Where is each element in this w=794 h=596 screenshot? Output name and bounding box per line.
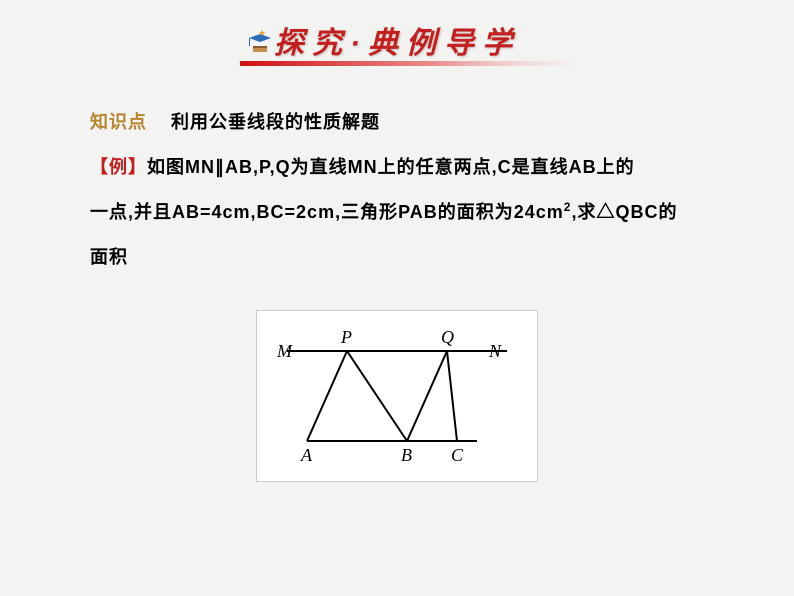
knowledge-text [153, 112, 171, 132]
knowledge-line: 知识点 利用公垂线段的性质解题 [90, 100, 704, 145]
line-bq [407, 351, 447, 441]
label-b: B [401, 445, 412, 465]
knowledge-label: 知识点 [90, 112, 147, 132]
line-pb [347, 351, 407, 441]
geometry-diagram: M P Q N A B C [256, 310, 538, 482]
example-line-3: 面积 [90, 235, 704, 280]
example-text-3: 面积 [90, 247, 128, 267]
label-a: A [300, 445, 313, 465]
example-line-2: 一点,并且AB=4cm,BC=2cm,三角形PAB的面积为24cm2,求△QBC… [90, 190, 704, 235]
header-underline [240, 58, 570, 66]
example-text-1: 如图MN∥AB,P,Q为直线MN上的任意两点,C是直线AB上的 [147, 157, 635, 177]
example-label: 【例】 [90, 157, 147, 177]
label-m: M [277, 341, 293, 361]
header: 探究·典例导学 [0, 0, 794, 70]
book-cap-icon [245, 24, 273, 52]
knowledge-topic: 利用公垂线段的性质解题 [171, 112, 380, 132]
label-p: P [340, 327, 352, 347]
content: 知识点 利用公垂线段的性质解题 【例】如图MN∥AB,P,Q为直线MN上的任意两… [0, 70, 794, 487]
example-text-2-end: ,求△QBC的 [571, 202, 677, 222]
diagram-container: M P Q N A B C [90, 310, 704, 487]
line-qc [447, 351, 457, 441]
line-ap [307, 351, 347, 441]
header-title: 探究·典例导学 [274, 18, 520, 62]
example-text-2: 一点,并且AB=4cm,BC=2cm,三角形PAB的面积为24cm [90, 202, 564, 222]
label-c: C [451, 445, 464, 465]
label-n: N [488, 341, 502, 361]
example-line-1: 【例】如图MN∥AB,P,Q为直线MN上的任意两点,C是直线AB上的 [90, 145, 704, 190]
label-q: Q [441, 327, 454, 347]
